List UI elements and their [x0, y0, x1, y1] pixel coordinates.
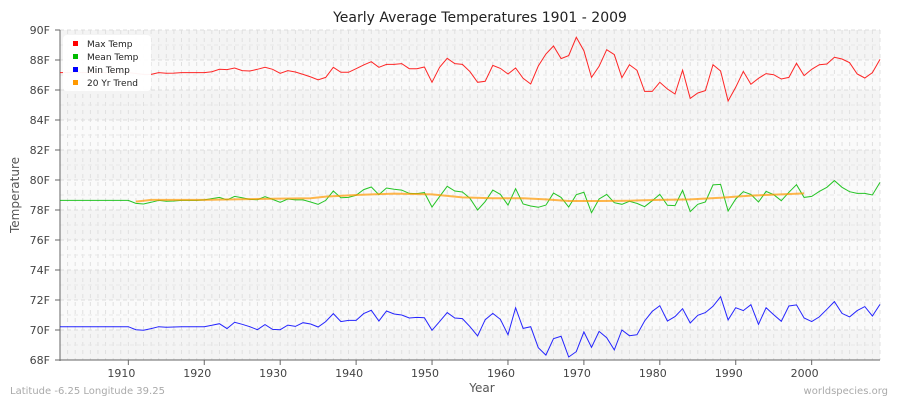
- x-tick-label: 1980: [639, 367, 667, 380]
- y-tick-label: 84F: [30, 114, 50, 127]
- legend-label: Min Temp: [87, 66, 130, 76]
- y-tick-label: 86F: [30, 84, 50, 97]
- legend-marker: [73, 41, 78, 46]
- y-tick-label: 80F: [30, 174, 50, 187]
- y-tick-label: 74F: [30, 264, 50, 277]
- series-line-20-yr-trend: [135, 192, 805, 203]
- x-tick-label: 1930: [259, 367, 287, 380]
- x-tick-label: 1950: [411, 367, 439, 380]
- series-line-max-temp: [60, 36, 881, 103]
- x-tick-label: 1910: [107, 367, 135, 380]
- legend-label: 20 Yr Trend: [87, 79, 138, 89]
- y-tick-label: 72F: [30, 294, 50, 307]
- legend-box: [63, 35, 151, 91]
- x-tick-label: 1920: [183, 367, 211, 380]
- y-tick-label: 68F: [30, 354, 50, 367]
- y-tick-label: 88F: [30, 54, 50, 67]
- series-line-min-temp: [60, 295, 881, 358]
- legend-label: Max Temp: [87, 40, 133, 50]
- legend-label: Mean Temp: [87, 53, 139, 63]
- legend-marker: [73, 54, 78, 59]
- x-tick-label: 1940: [335, 367, 363, 380]
- legend-marker: [73, 80, 78, 85]
- location-caption: Latitude -6.25 Longitude 39.25: [10, 386, 165, 397]
- y-axis-label: Temperature: [8, 157, 22, 234]
- site-caption[interactable]: worldspecies.org: [803, 386, 888, 397]
- y-tick-label: 70F: [30, 324, 50, 337]
- x-axis-label: Year: [468, 381, 494, 395]
- y-tick-label: 76F: [30, 234, 50, 247]
- x-tick-label: 1990: [715, 367, 743, 380]
- x-tick-label: 2000: [791, 367, 819, 380]
- y-tick-label: 78F: [30, 204, 50, 217]
- y-tick-label: 82F: [30, 144, 50, 157]
- chart-title: Yearly Average Temperatures 1901 - 2009: [332, 10, 627, 26]
- y-tick-label: 90F: [30, 24, 50, 37]
- x-tick-label: 1960: [487, 367, 515, 380]
- x-tick-label: 1970: [563, 367, 591, 380]
- legend-marker: [73, 67, 78, 72]
